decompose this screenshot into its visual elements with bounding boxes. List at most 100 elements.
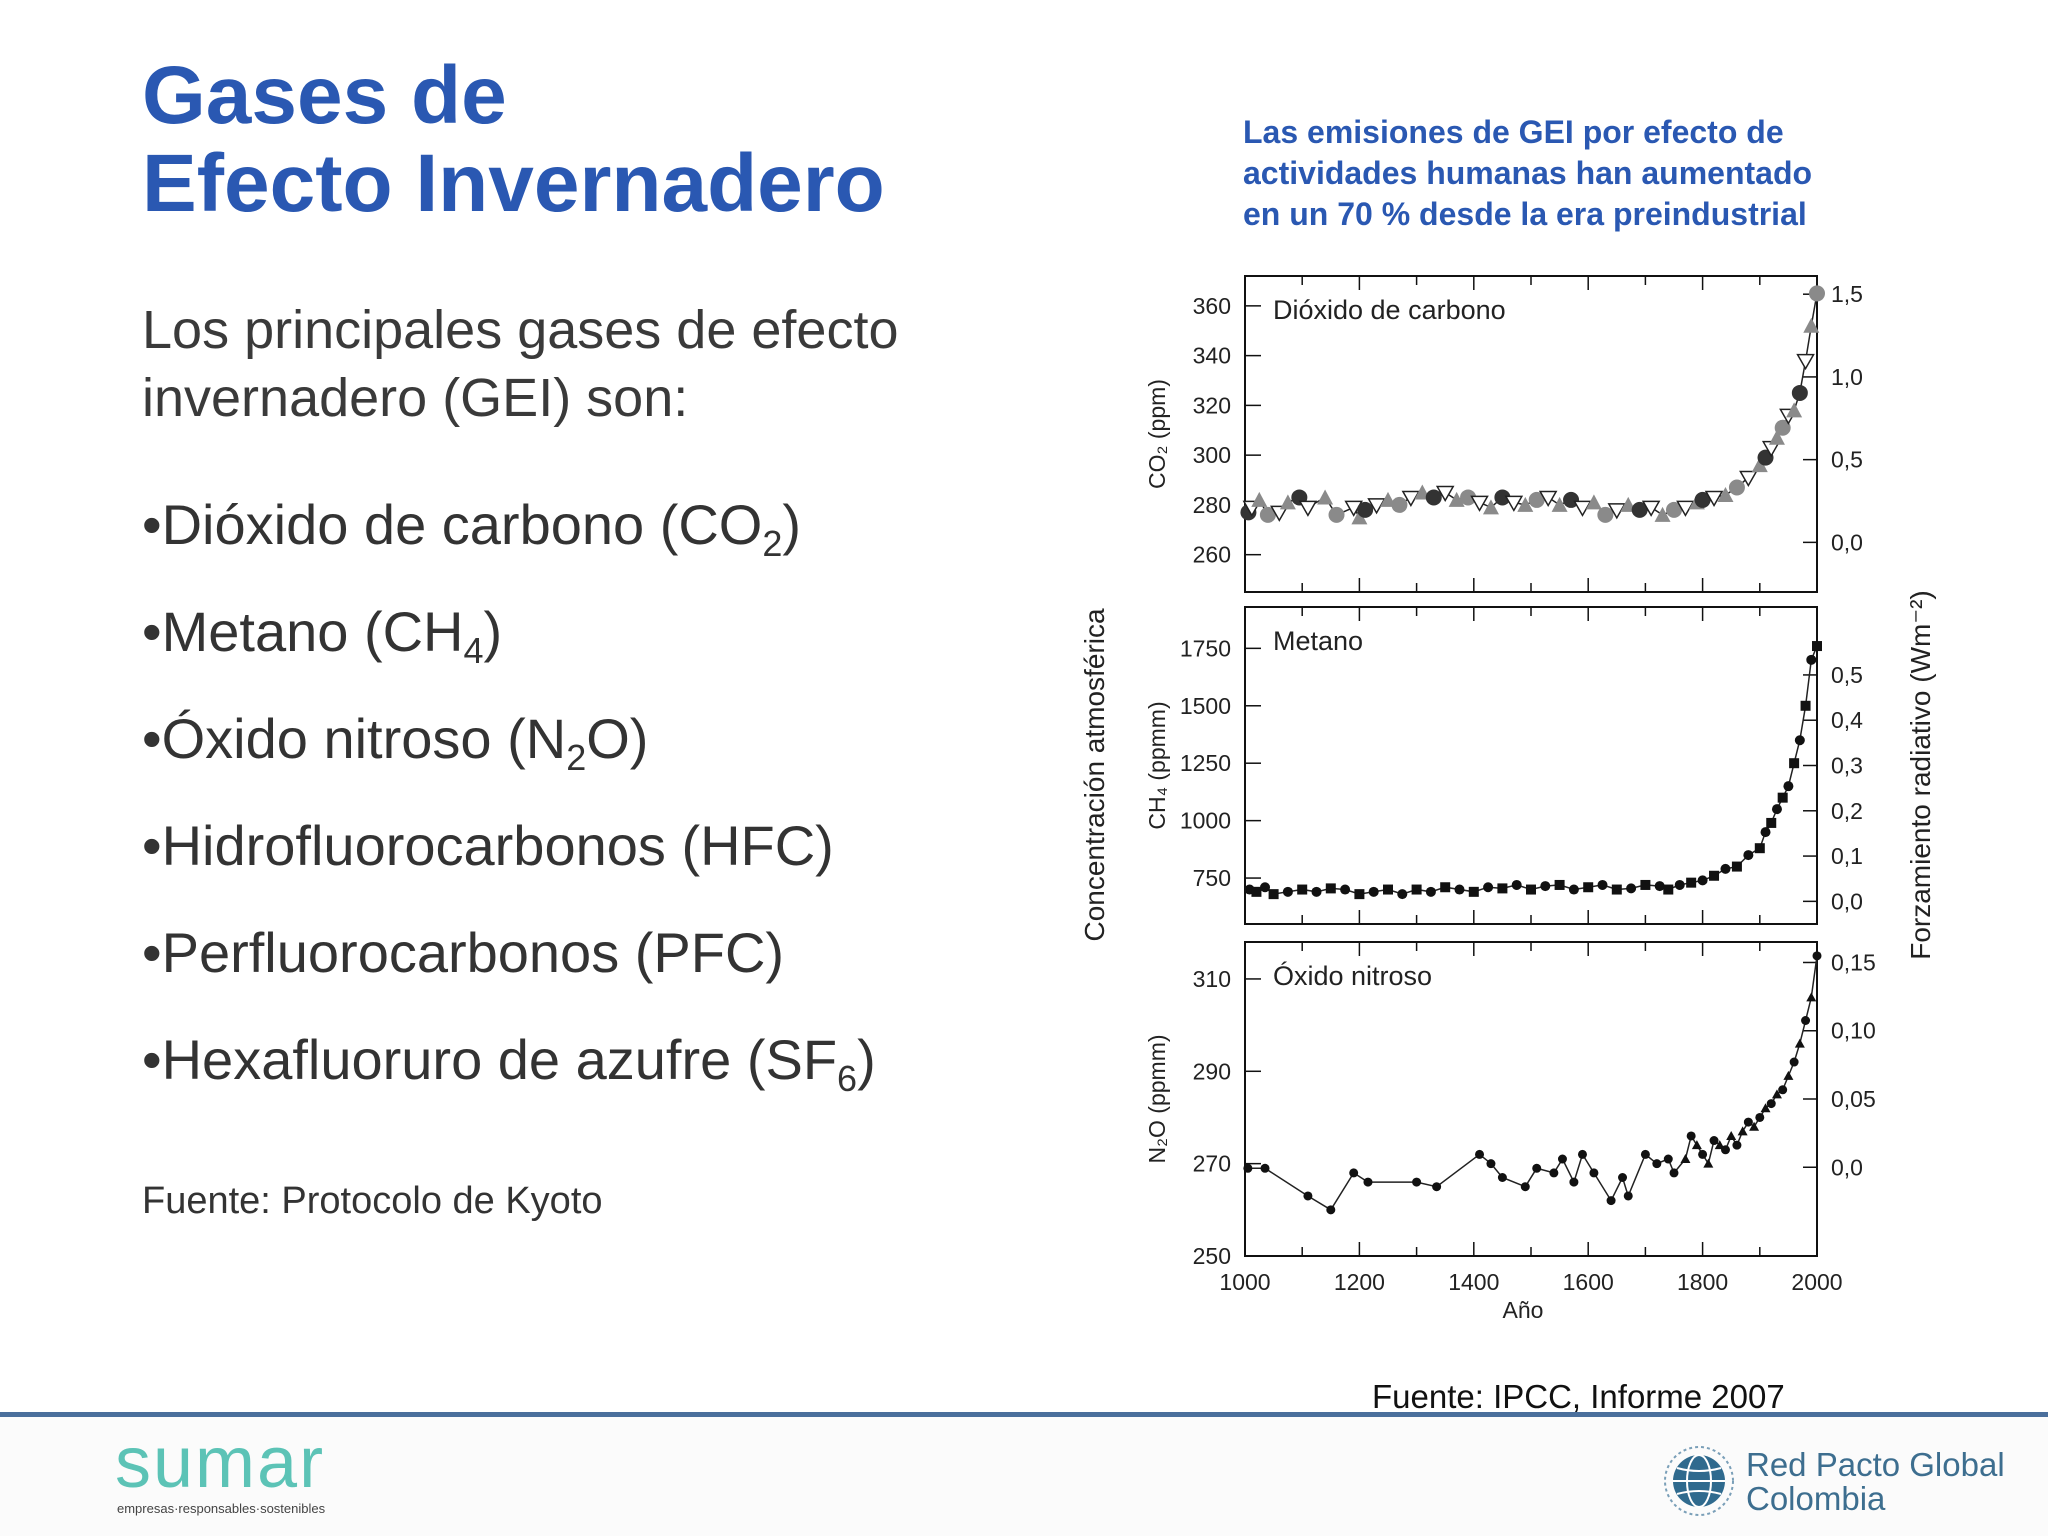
x-axis-label: Año: [1503, 1297, 1544, 1323]
data-point: [1435, 485, 1455, 502]
data-point: [1806, 992, 1817, 1002]
source-kyoto: Fuente: Protocolo de Kyoto: [142, 1180, 603, 1222]
trend-line-1: [1249, 645, 1818, 895]
data-point: [1709, 1136, 1719, 1146]
right-tick-label: 0,2: [1831, 798, 1863, 824]
data-point: [1611, 884, 1622, 895]
data-point: [1771, 1089, 1782, 1099]
data-point: [1260, 1163, 1270, 1173]
gas-item-sf6: •Hexafluoruro de azufre (SF6): [142, 1028, 876, 1099]
data-point: [1777, 792, 1788, 803]
gas-item-n2o: •Óxido nitroso (N2O): [142, 707, 649, 778]
y-tick-label: 260: [1193, 542, 1231, 568]
data-point: [1806, 654, 1817, 665]
y-tick-label: 280: [1193, 492, 1231, 518]
data-point: [1551, 496, 1568, 512]
data-point: [1800, 700, 1811, 711]
data-point: [1791, 384, 1808, 401]
data-point: [1743, 1117, 1753, 1127]
data-point: [1760, 1103, 1771, 1113]
data-point: [1766, 1099, 1776, 1109]
data-point: [1663, 1154, 1673, 1164]
data-point: [1796, 353, 1815, 371]
right-axis-label: Forzamiento radiativo (Wm⁻²): [1905, 590, 1936, 960]
y-tick-label: 300: [1193, 442, 1231, 468]
data-point: [1563, 491, 1580, 508]
data-point: [1666, 501, 1682, 518]
data-point: [1391, 496, 1408, 513]
data-point: [1357, 501, 1374, 518]
data-point: [1631, 501, 1648, 518]
data-point: [1654, 506, 1671, 522]
data-point: [1737, 1126, 1748, 1136]
data-point: [1663, 884, 1674, 895]
chart-subtitle-line-1: Las emisiones de GEI por efecto de: [1243, 114, 1784, 150]
data-point: [1532, 1163, 1542, 1173]
left-axis-label: Concentración atmosférica: [1079, 608, 1110, 941]
right-tick-label: 0,0: [1831, 529, 1863, 555]
right-tick-label: 0,4: [1831, 707, 1863, 733]
data-point: [1568, 884, 1579, 895]
right-tick-label: 0,05: [1831, 1086, 1876, 1112]
data-point: [1697, 875, 1708, 886]
data-point: [1654, 881, 1665, 892]
x-tick-label: 1600: [1563, 1269, 1614, 1295]
data-point: [1494, 489, 1511, 506]
data-point: [1674, 879, 1685, 890]
data-point: [1778, 1085, 1788, 1095]
data-point: [1669, 1168, 1679, 1178]
data-point: [1703, 1158, 1714, 1168]
data-point: [1328, 506, 1345, 523]
data-point: [1626, 883, 1637, 894]
data-point: [1412, 1177, 1422, 1187]
data-point: [1528, 491, 1545, 508]
data-point: [1303, 1191, 1313, 1201]
data-point: [1597, 506, 1614, 523]
y-tick-label: 310: [1193, 966, 1231, 992]
data-point: [1311, 886, 1322, 897]
y-tick-label: 250: [1193, 1243, 1231, 1269]
data-point: [1260, 882, 1271, 893]
data-point: [1623, 1191, 1633, 1201]
data-point: [1597, 879, 1608, 890]
pacto-line-1: Red Pacto Global: [1746, 1446, 2005, 1483]
chart-subtitle: Las emisiones de GEI por efecto de activ…: [1243, 112, 1883, 235]
footer-divider: [0, 1412, 2048, 1417]
data-point: [1577, 1149, 1587, 1159]
data-point: [1511, 879, 1522, 890]
gas-item-co2: •Dióxido de carbono (CO2): [142, 493, 802, 564]
data-point: [1569, 1177, 1579, 1187]
data-point: [1460, 489, 1477, 506]
right-tick-label: 0,0: [1831, 1154, 1863, 1180]
right-tick-label: 0,5: [1831, 662, 1863, 688]
x-tick-label: 1400: [1448, 1269, 1499, 1295]
x-tick-label: 1800: [1677, 1269, 1728, 1295]
data-point: [1243, 1163, 1253, 1173]
data-point: [1517, 496, 1534, 512]
data-point: [1680, 1154, 1691, 1164]
data-point: [1749, 1121, 1760, 1131]
data-point: [1783, 1070, 1794, 1080]
right-tick-label: 0,15: [1831, 949, 1876, 975]
data-point: [1526, 884, 1536, 895]
data-point: [1789, 1057, 1799, 1067]
y-tick-label: 1250: [1180, 750, 1231, 776]
data-point: [1686, 877, 1697, 888]
data-point: [1768, 429, 1785, 445]
data-point: [1340, 884, 1351, 895]
chart-subtitle-line-3: en un 70 % desde la era preindustrial: [1243, 196, 1807, 232]
data-point: [1698, 1149, 1708, 1159]
data-point: [1731, 861, 1742, 872]
data-point: [1397, 889, 1408, 900]
data-point: [1691, 1140, 1702, 1150]
data-point: [1483, 882, 1494, 893]
data-point: [1754, 843, 1765, 854]
data-point: [1538, 490, 1558, 507]
globe-icon: [1664, 1446, 1734, 1516]
y-tick-label: 1750: [1180, 635, 1231, 661]
panel-label-2: Óxido nitroso: [1273, 960, 1432, 991]
right-tick-label: 0,5: [1831, 447, 1863, 473]
sumar-logo-word: sumar: [115, 1423, 326, 1503]
y-tick-label: 750: [1193, 865, 1231, 891]
intro-line-1: Los principales gases de efecto: [142, 300, 899, 360]
